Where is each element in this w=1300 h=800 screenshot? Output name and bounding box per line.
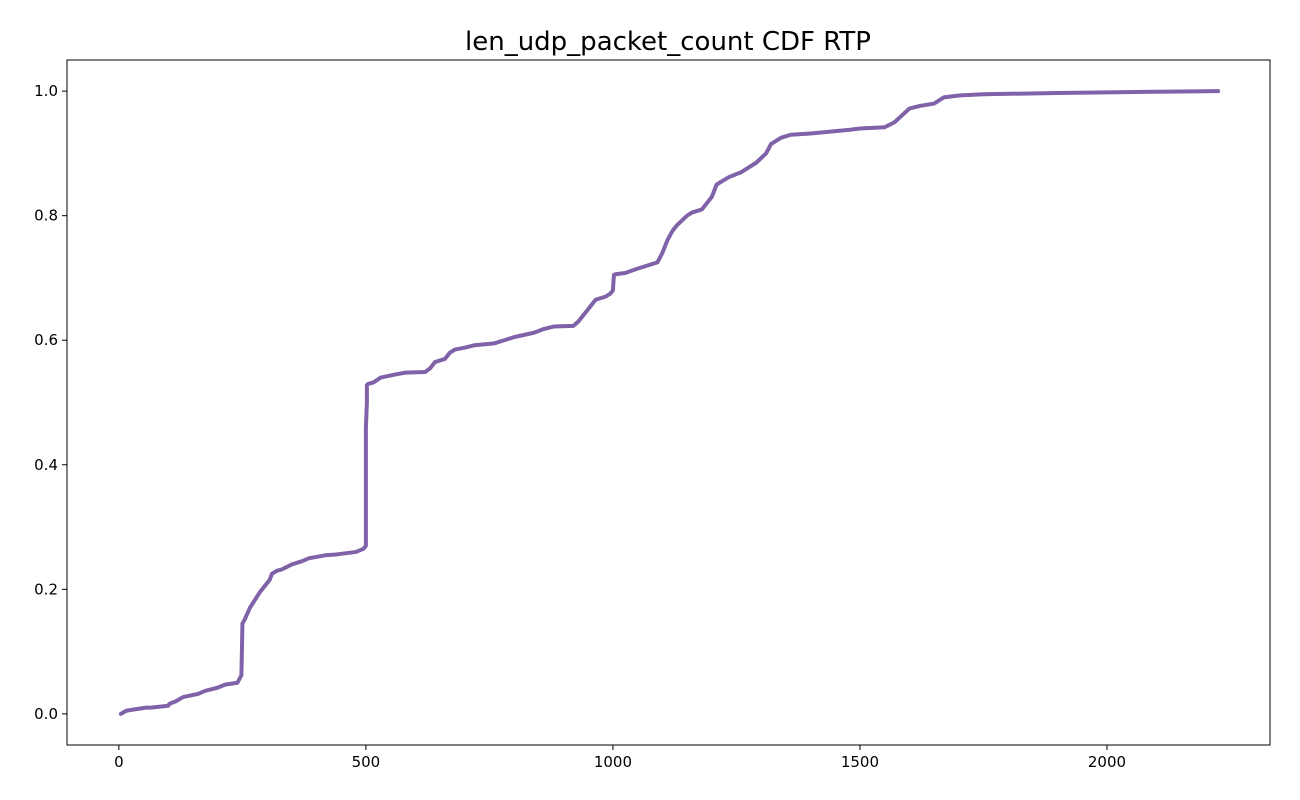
- x-tick-label: 1000: [594, 753, 632, 771]
- y-tick-label: 1.0: [34, 82, 58, 100]
- plot-area: [118, 89, 1221, 716]
- x-tick-label: 1500: [841, 753, 879, 771]
- x-tick-label: 500: [352, 753, 381, 771]
- y-axis: 0.0 0.2 0.4 0.6 0.8 1.0: [34, 82, 67, 723]
- y-tick-label: 0.4: [34, 456, 58, 474]
- y-tick-label: 0.2: [34, 580, 58, 598]
- chart-title: len_udp_packet_count CDF RTP: [465, 27, 871, 57]
- axes-frame: [66, 59, 1271, 746]
- cdf-series-line: [118, 89, 1221, 716]
- y-tick-label: 0.0: [34, 705, 58, 723]
- y-tick-label: 0.6: [34, 331, 58, 349]
- x-tick-label: 0: [114, 753, 124, 771]
- x-tick-label: 2000: [1088, 753, 1126, 771]
- x-axis: 0 500 1000 1500 2000: [114, 745, 1126, 771]
- y-tick-label: 0.8: [34, 207, 58, 225]
